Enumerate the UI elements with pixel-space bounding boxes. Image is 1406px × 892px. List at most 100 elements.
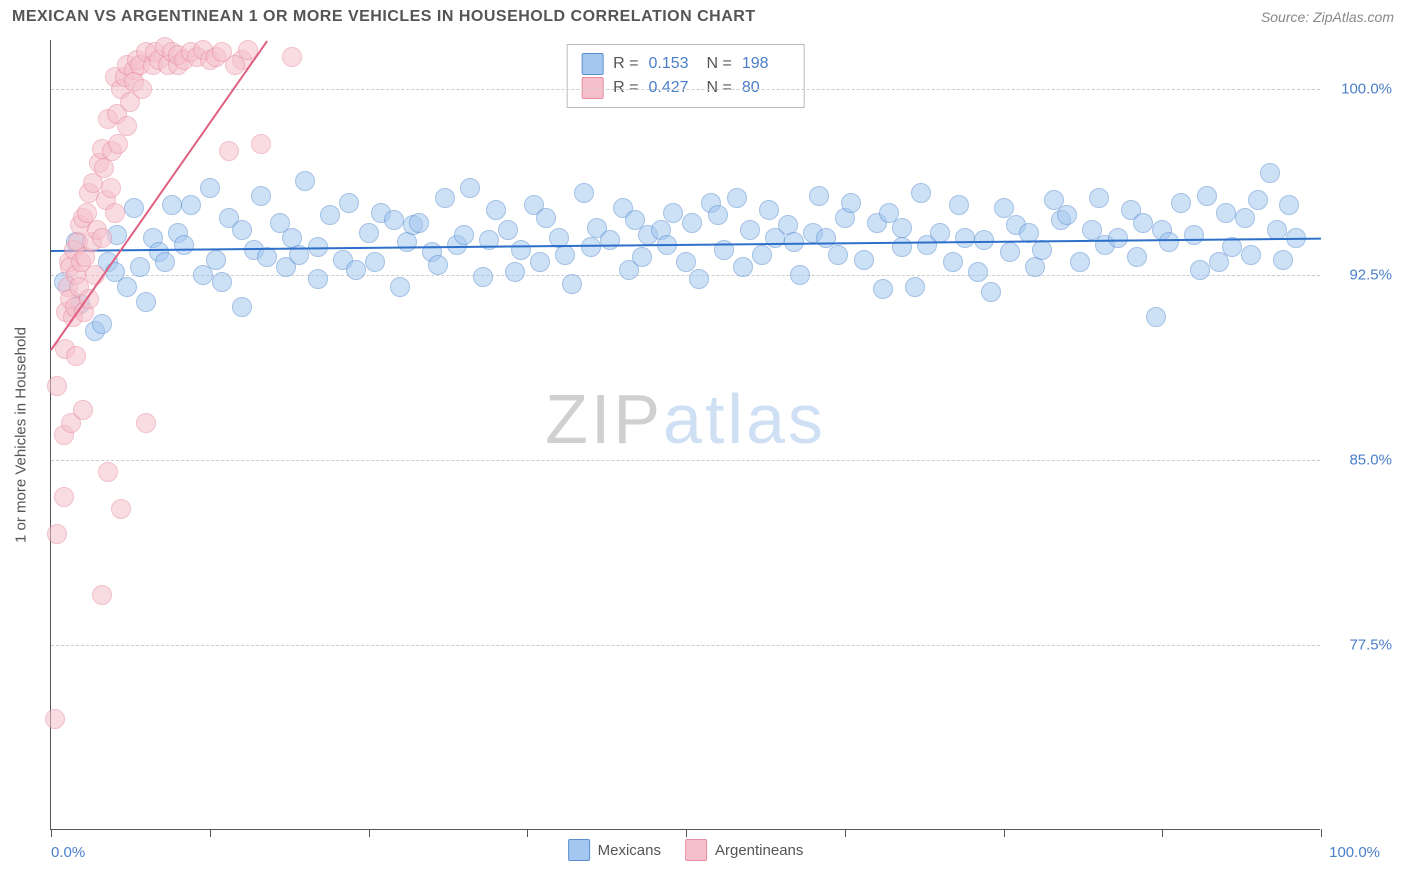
data-point — [136, 413, 156, 433]
data-point — [1273, 250, 1293, 270]
x-tick — [210, 829, 211, 837]
legend-item: Argentineans — [685, 839, 803, 861]
data-point — [47, 376, 67, 396]
data-point — [892, 237, 912, 257]
data-point — [117, 116, 137, 136]
data-point — [45, 709, 65, 729]
legend-swatch — [685, 839, 707, 861]
watermark: ZIPatlas — [545, 379, 826, 459]
data-point — [101, 178, 121, 198]
data-point — [574, 183, 594, 203]
data-point — [1133, 213, 1153, 233]
y-tick-label: 77.5% — [1332, 636, 1392, 653]
data-point — [809, 186, 829, 206]
data-point — [181, 195, 201, 215]
data-point — [486, 200, 506, 220]
source-label: Source: ZipAtlas.com — [1261, 9, 1394, 25]
gridline — [51, 275, 1320, 276]
x-tick — [1162, 829, 1163, 837]
data-point — [759, 200, 779, 220]
data-point — [111, 499, 131, 519]
data-point — [365, 252, 385, 272]
data-point — [92, 585, 112, 605]
data-point — [200, 178, 220, 198]
y-tick-label: 100.0% — [1332, 81, 1392, 98]
legend-swatch — [568, 839, 590, 861]
data-point — [428, 255, 448, 275]
data-point — [555, 245, 575, 265]
data-point — [435, 188, 455, 208]
data-point — [632, 247, 652, 267]
y-tick-label: 85.0% — [1332, 451, 1392, 468]
x-tick — [527, 829, 528, 837]
data-point — [320, 205, 340, 225]
stats-row: R =0.153N =198 — [581, 53, 790, 75]
data-point — [473, 267, 493, 287]
data-point — [581, 237, 601, 257]
data-point — [530, 252, 550, 272]
legend-label: Mexicans — [598, 842, 661, 859]
data-point — [892, 218, 912, 238]
data-point — [308, 269, 328, 289]
data-point — [257, 247, 277, 267]
data-point — [911, 183, 931, 203]
r-label: R = — [613, 79, 638, 97]
data-point — [1146, 307, 1166, 327]
x-tick — [51, 829, 52, 837]
data-point — [206, 250, 226, 270]
data-point — [384, 210, 404, 230]
data-point — [454, 225, 474, 245]
data-point — [397, 232, 417, 252]
data-point — [212, 272, 232, 292]
y-axis-title: 1 or more Vehicles in Household — [13, 327, 30, 543]
gridline — [51, 89, 1320, 90]
data-point — [117, 277, 137, 297]
data-point — [155, 252, 175, 272]
data-point — [905, 277, 925, 297]
data-point — [949, 195, 969, 215]
legend-swatch — [581, 77, 603, 99]
data-point — [682, 213, 702, 233]
data-point — [1025, 257, 1045, 277]
data-point — [105, 203, 125, 223]
y-tick-label: 92.5% — [1332, 266, 1392, 283]
legend-label: Argentineans — [715, 842, 803, 859]
x-tick — [686, 829, 687, 837]
data-point — [562, 274, 582, 294]
data-point — [1032, 240, 1052, 260]
data-point — [174, 235, 194, 255]
data-point — [943, 252, 963, 272]
data-point — [968, 262, 988, 282]
watermark-part1: ZIP — [545, 380, 663, 458]
data-point — [955, 228, 975, 248]
data-point — [232, 297, 252, 317]
data-point — [536, 208, 556, 228]
data-point — [232, 220, 252, 240]
data-point — [1279, 195, 1299, 215]
data-point — [92, 314, 112, 334]
data-point — [460, 178, 480, 198]
chart-title: MEXICAN VS ARGENTINEAN 1 OR MORE VEHICLE… — [12, 8, 756, 26]
chart-container: MEXICAN VS ARGENTINEAN 1 OR MORE VEHICLE… — [0, 0, 1406, 892]
data-point — [505, 262, 525, 282]
r-value: 0.427 — [649, 79, 697, 97]
data-point — [47, 524, 67, 544]
data-point — [339, 193, 359, 213]
data-point — [752, 245, 772, 265]
data-point — [1000, 242, 1020, 262]
data-point — [1190, 260, 1210, 280]
data-point — [132, 79, 152, 99]
legend-swatch — [581, 53, 603, 75]
data-point — [930, 223, 950, 243]
data-point — [708, 205, 728, 225]
data-point — [1216, 203, 1236, 223]
data-point — [251, 134, 271, 154]
stats-legend-box: R =0.153N =198R =0.427N =80 — [566, 44, 805, 108]
data-point — [359, 223, 379, 243]
data-point — [1070, 252, 1090, 272]
data-point — [790, 265, 810, 285]
data-point — [600, 230, 620, 250]
data-point — [251, 186, 271, 206]
bottom-legend: Mexicans Argentineans — [568, 839, 804, 861]
data-point — [663, 203, 683, 223]
